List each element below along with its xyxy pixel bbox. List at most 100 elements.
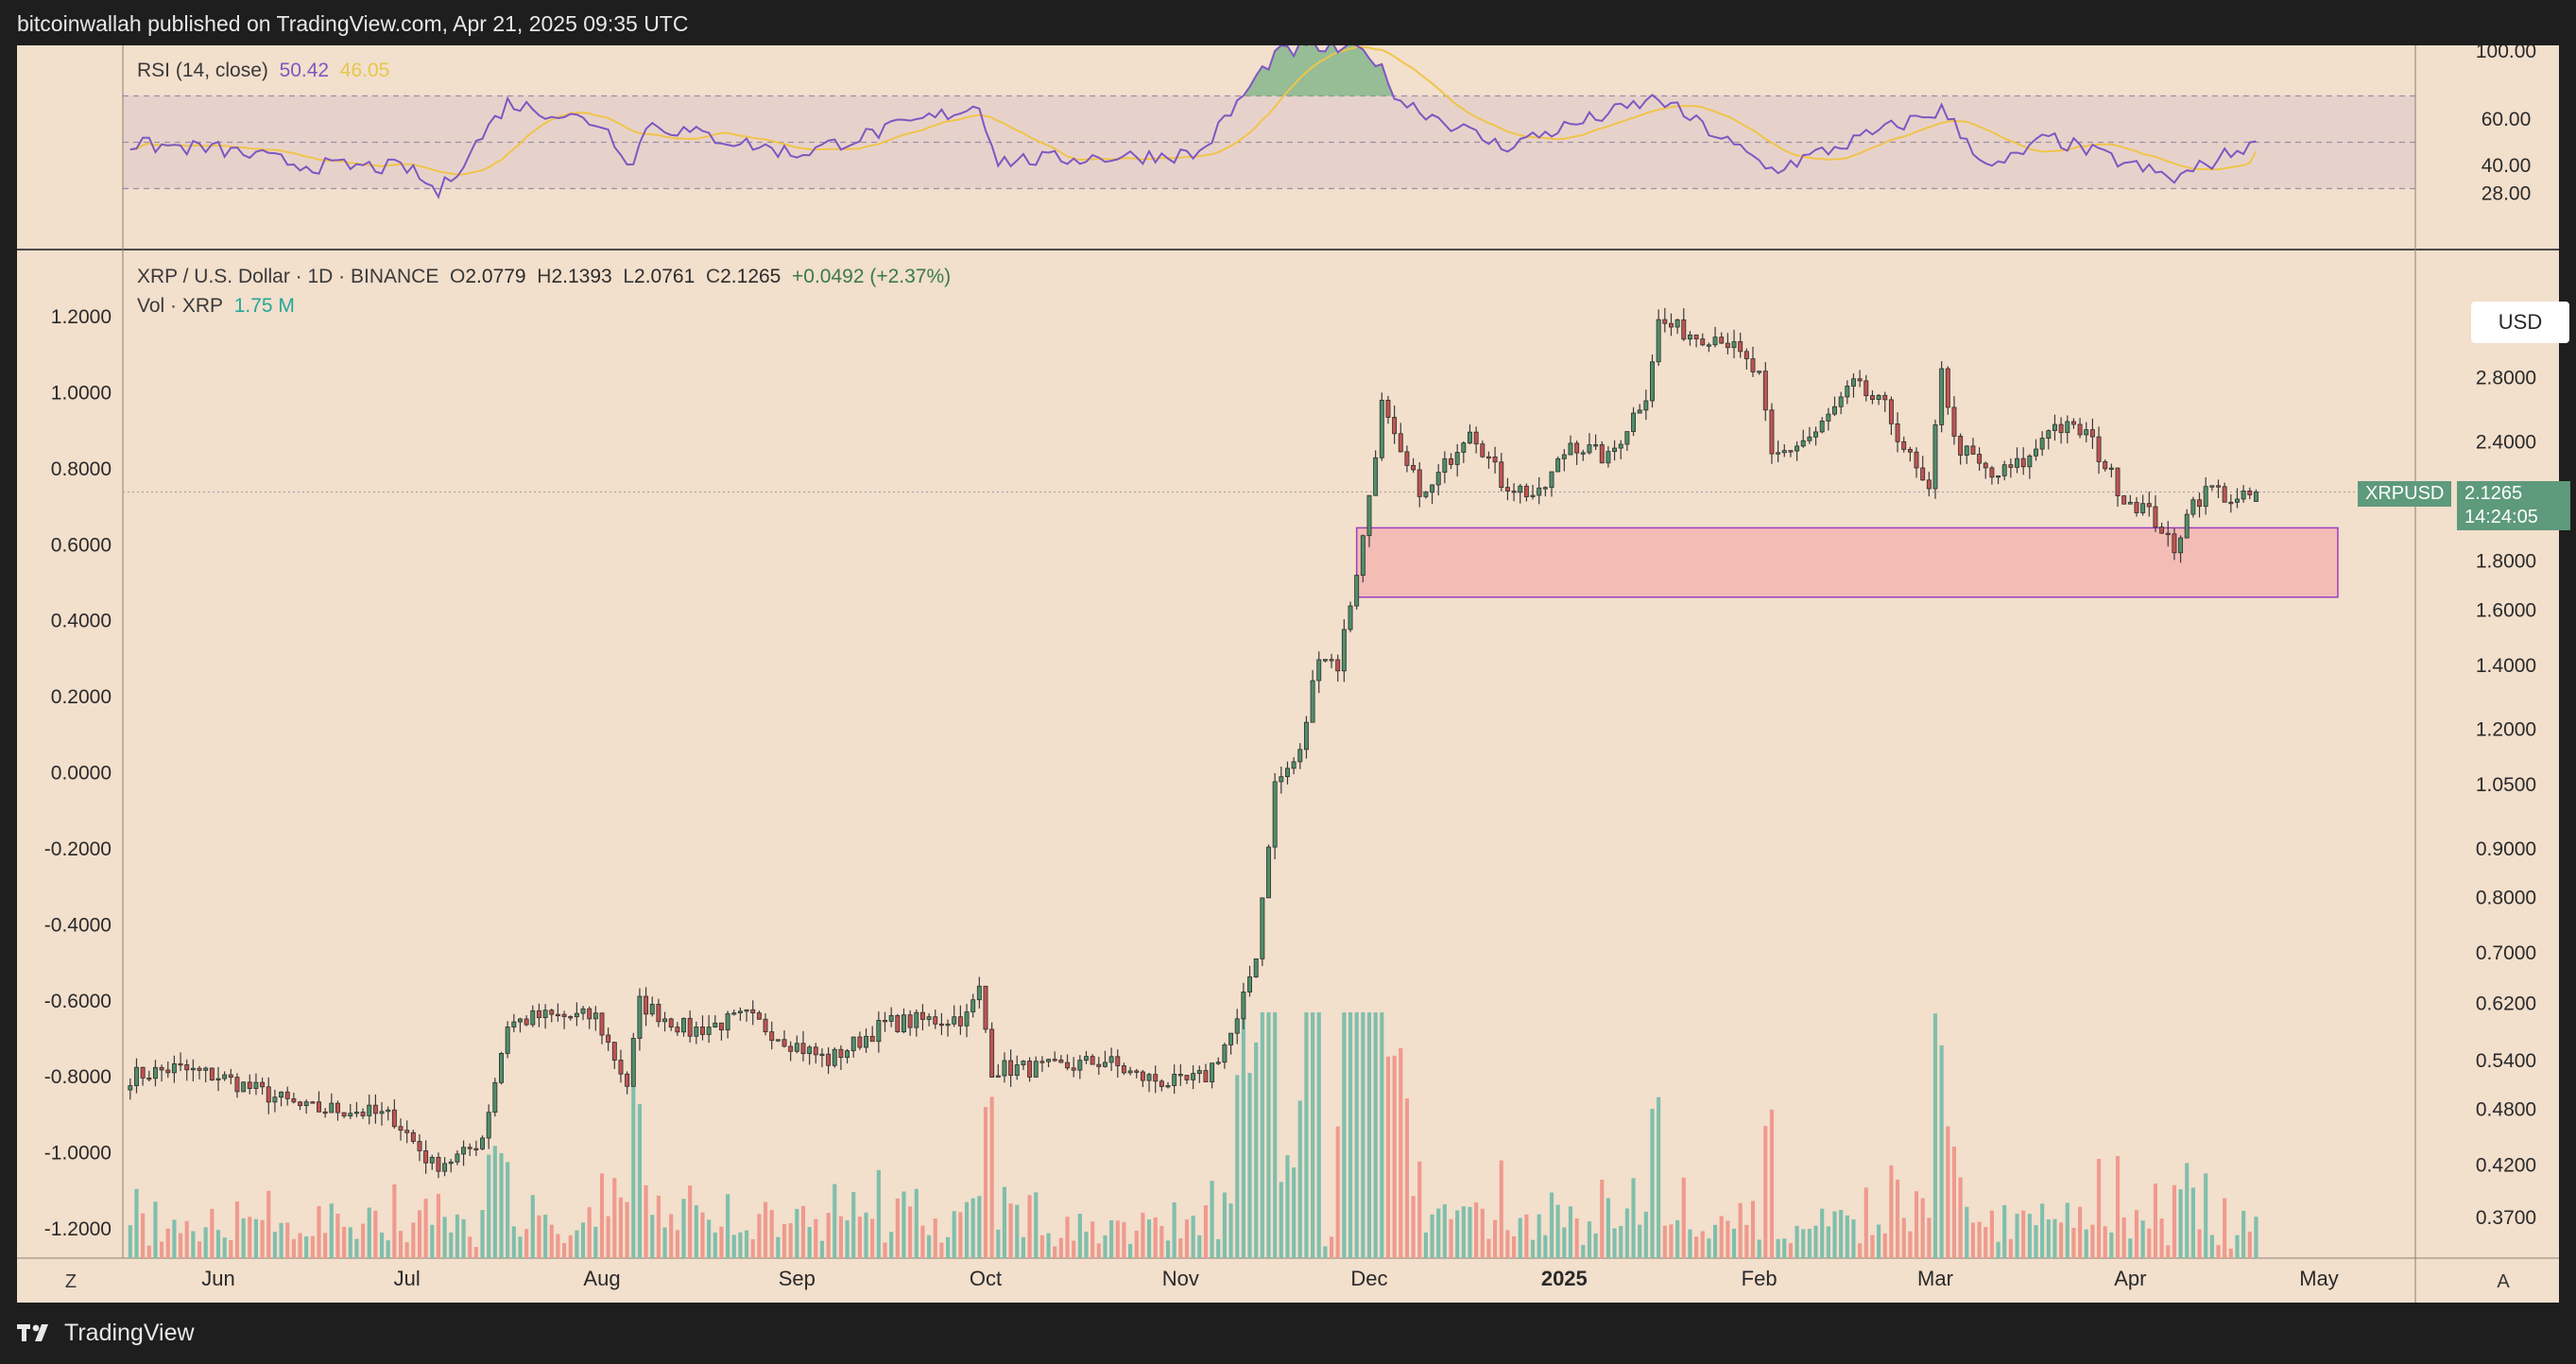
volume-bar [279,1222,283,1258]
candle-body [410,1131,416,1142]
volume-bar [1512,1236,1517,1258]
candle-body [146,1078,152,1080]
candle-body [2052,423,2057,431]
volume-bar [1832,1211,1837,1258]
volume-bar [1920,1198,1925,1258]
volume-bar [1323,1246,1328,1258]
published-caption: bitcoinwallah published on TradingView.c… [17,11,689,36]
candle-body [2209,485,2215,488]
volume-bar [2059,1222,2064,1258]
candle-body [1882,394,1888,401]
volume-bar [2002,1204,2007,1258]
volume-bar [1354,1012,1359,1258]
candle-body [353,1112,359,1114]
candle-body [1662,319,1668,324]
volume-bar [1034,1192,1039,1258]
candle-body [819,1053,825,1057]
tradingview-brand[interactable]: TradingView [17,1318,195,1348]
candle-body [448,1161,454,1165]
volume-bar [1587,1221,1592,1258]
candle-body [1165,1085,1171,1088]
candle-body [1901,440,1907,450]
volume-bar [499,1152,504,1258]
auto-scale-a-button[interactable]: A [2497,1270,2510,1292]
high-label: H [537,266,552,287]
volume-bar [2166,1245,2171,1258]
volume-bar [1455,1210,1460,1258]
volume-bar [215,1230,221,1258]
candle-body [914,1011,919,1028]
candle-body [1599,444,1605,464]
candle-body [1983,462,1988,469]
candle-body [228,1074,233,1079]
volume-bar [1719,1216,1724,1258]
chart-canvas[interactable]: 1.2000 1.0000 0.8000 0.6000 0.4000 0.2000 0.00… [17,45,2559,1303]
high-value: 2.1393 [551,266,612,287]
candle-body [1297,749,1303,763]
candle-body [656,1004,661,1023]
candle-body [1272,781,1278,848]
candle-body [1404,451,1410,466]
volume-bar [1688,1229,1692,1258]
volume-bar [1707,1238,1711,1258]
candle-body [902,1014,906,1033]
candle-body [1643,400,1649,411]
chart-frame[interactable]: 1.2000 1.0000 0.8000 0.6000 0.4000 0.2000 0.00… [17,45,2570,1303]
volume-bar [1235,1075,1240,1258]
candle-body [2203,486,2208,508]
candle-body [2172,533,2177,554]
volume-bar [958,1212,963,1258]
currency-button[interactable]: USD [2471,302,2569,343]
candle-body [1392,417,1398,435]
right-axis-tick: 2.8000 [2476,368,2536,389]
volume-bar [1657,1096,1661,1258]
candle-body [876,1020,882,1043]
auto-scale-z-button[interactable]: Z [64,1270,77,1292]
candle-body [1279,776,1284,783]
volume-bar [266,1190,271,1258]
candle-body [2020,458,2026,468]
volume-bar [153,1201,158,1258]
volume-bar [1480,1208,1485,1258]
candle-body [1669,322,1674,328]
volume-bar [1731,1228,1737,1258]
candle-body [788,1045,794,1052]
candle-body [957,1016,963,1027]
candle-body [404,1130,410,1133]
volume-bar [1197,1235,1202,1258]
candle-body [152,1066,158,1079]
left-axis-tick: -0.8000 [44,1066,112,1088]
candle-body [737,1010,743,1013]
volume-bar [561,1242,567,1258]
candle-body [1989,467,1995,478]
volume-bar [675,1230,679,1258]
volume-bar [1210,1181,1214,1258]
candle-body [2015,458,2019,468]
candle-body [1719,337,1725,344]
volume-bar [1549,1192,1554,1258]
volume-bar [323,1233,328,1258]
volume-bar [272,1232,277,1258]
candle-body [883,1020,887,1023]
candle-body [2153,506,2158,528]
candle-body [1762,371,1768,411]
candle-body [649,1004,655,1015]
x-axis-tick: Oct [970,1267,1002,1290]
candle-body [1977,454,1983,464]
candle-body [2001,464,2007,476]
volume-bar [1091,1221,1095,1258]
candle-body [1423,492,1429,497]
volume-bar [291,1238,296,1258]
volume-bar [895,1198,900,1258]
volume-bar [1984,1226,1988,1258]
candle-body [681,1017,686,1033]
candle-body [668,1018,674,1027]
candle-body [1781,450,1787,454]
candle-body [1146,1074,1152,1081]
volume-bar [1122,1221,1126,1258]
volume-bar [1568,1206,1573,1258]
volume-bar [945,1236,951,1258]
volume-bar [807,1227,812,1258]
candle-body [964,1011,970,1027]
x-axis-tick: Mar [1917,1267,1953,1290]
